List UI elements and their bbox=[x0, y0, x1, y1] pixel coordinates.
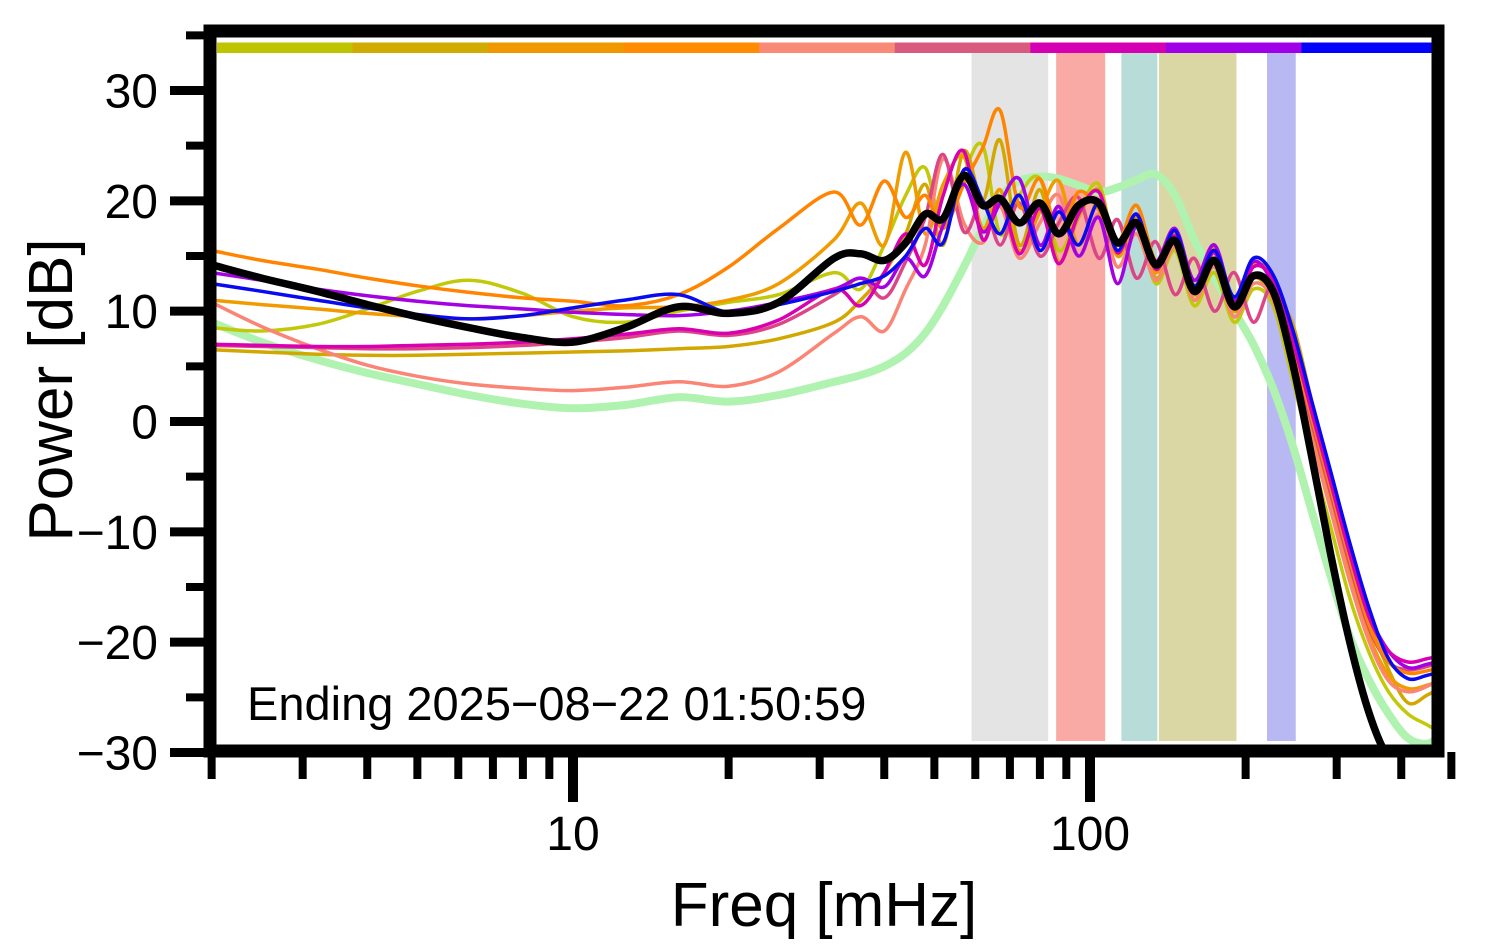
band-lavender bbox=[1267, 53, 1296, 741]
series-mean-black bbox=[210, 171, 1389, 751]
series-blue bbox=[210, 167, 1438, 682]
time-colorbar bbox=[217, 42, 1438, 53]
colorbar-segment-7 bbox=[1030, 42, 1167, 53]
y-tick-label-m30: −30 bbox=[77, 727, 158, 780]
y-tick-label-m20: −20 bbox=[77, 617, 158, 670]
y-tick-label-20: 20 bbox=[105, 176, 158, 229]
series-yellowgreen bbox=[210, 141, 1438, 734]
y-tick-label-10: 10 bbox=[105, 286, 158, 339]
x-tick-label-100: 100 bbox=[1050, 808, 1130, 861]
series-amber bbox=[210, 150, 1438, 691]
series-salmon bbox=[210, 157, 1438, 694]
axis-ticks bbox=[170, 31, 1456, 802]
series-raspberry bbox=[210, 152, 1438, 672]
x-axis-title: Freq [mHz] bbox=[671, 871, 978, 940]
band-salmon bbox=[1056, 53, 1106, 741]
spectra-curves bbox=[210, 106, 1438, 751]
series-orange bbox=[210, 106, 1438, 676]
y-tick-label-30: 30 bbox=[105, 66, 158, 119]
y-axis-title: Power [dB] bbox=[17, 238, 86, 541]
ending-timestamp-annotation: Ending 2025−08−22 01:50:59 bbox=[247, 677, 866, 730]
band-olive bbox=[1159, 53, 1237, 741]
series-purple bbox=[210, 175, 1438, 670]
colorbar-segment-4 bbox=[623, 42, 760, 53]
colorbar-segment-5 bbox=[759, 42, 896, 53]
colorbar-segment-8 bbox=[1165, 42, 1303, 53]
series-magenta bbox=[210, 148, 1438, 665]
y-tick-label-m10: −10 bbox=[77, 507, 158, 560]
colorbar-segment-2 bbox=[352, 42, 489, 53]
band-teal bbox=[1121, 53, 1158, 741]
colorbar-segment-1 bbox=[217, 42, 354, 53]
shaded-bands bbox=[971, 53, 1296, 741]
y-tick-label-0: 0 bbox=[131, 397, 158, 450]
series-gold bbox=[210, 138, 1438, 706]
plot-frame bbox=[203, 24, 1445, 758]
colorbar-segment-3 bbox=[488, 42, 625, 53]
x-tick-label-10: 10 bbox=[546, 808, 599, 861]
colorbar-segment-9 bbox=[1301, 42, 1438, 53]
colorbar-segment-6 bbox=[894, 42, 1031, 53]
